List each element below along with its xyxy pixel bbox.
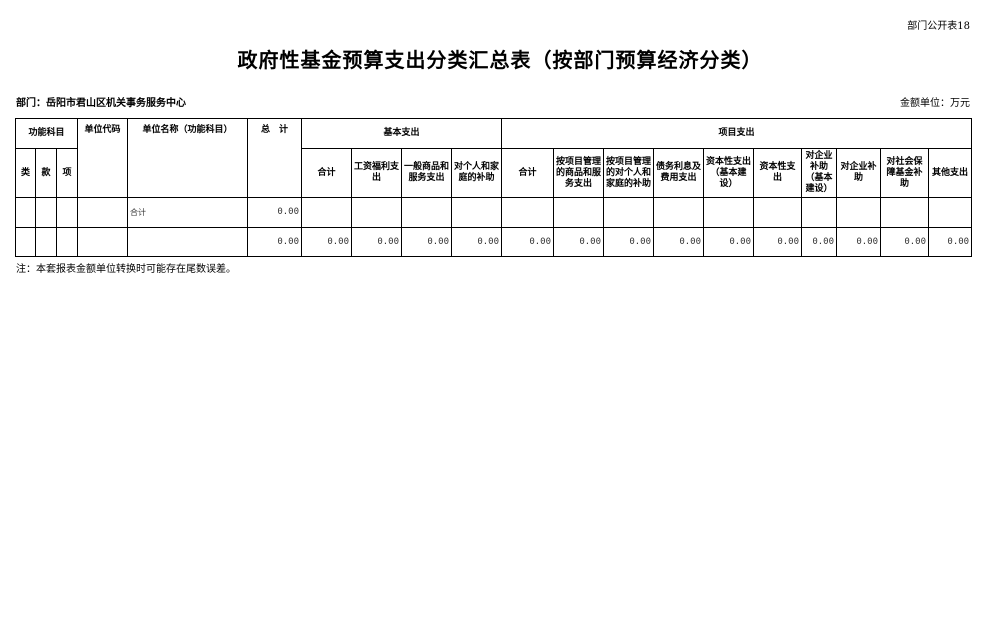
cell: 0.00: [603, 227, 655, 257]
header-unit-name: 单位名称（功能科目）: [127, 118, 248, 198]
cell: [836, 197, 882, 228]
cell: [450, 197, 503, 228]
header-project-col: 按项目管理的商品和服务支出: [553, 148, 605, 198]
cell: [880, 197, 930, 228]
cell: 0.00: [401, 227, 452, 257]
header-project-col: 按项目管理的对个人和家庭的补助: [603, 148, 655, 198]
header-kuan: 款: [35, 148, 57, 198]
header-project-col: 对社会保障基金补助: [880, 148, 930, 198]
footnote: 注：本套报表金额单位转换时可能存在尾数误差。: [16, 264, 236, 275]
cell: [351, 197, 402, 228]
header-project: 项目支出: [501, 118, 973, 149]
cell: 0.00: [836, 227, 882, 257]
header-project-col: 资本性支出: [753, 148, 803, 198]
department-label: 部门：岳阳市君山区机关事务服务中心: [16, 98, 186, 109]
header-basic-col: 合计: [301, 148, 352, 198]
cell: [603, 197, 655, 228]
amount-unit-label: 金额单位：万元: [900, 98, 970, 109]
header-xiang: 项: [56, 148, 78, 198]
cell: 0.00: [450, 227, 503, 257]
header-unit-code: 单位代码: [77, 118, 128, 198]
row-name: 合计: [127, 197, 248, 228]
header-lei: 类: [15, 148, 36, 198]
cell: 0.00: [703, 227, 755, 257]
cell: 0.00: [653, 227, 705, 257]
header-project-col: 债务利息及费用支出: [653, 148, 705, 198]
header-project-col: 对企业补助: [836, 148, 882, 198]
row-name: [127, 227, 248, 257]
row-total: 0.00: [247, 197, 302, 228]
cell: [703, 197, 755, 228]
cell: [928, 197, 973, 228]
budget-table: 功能科目 单位代码 单位名称（功能科目） 总 计 基本支出 项目支出 类 款 项…: [15, 118, 973, 257]
header-project-col: 资本性支出（基本建设）: [703, 148, 755, 198]
table-row: 合计 0.00: [15, 197, 973, 228]
row-total: 0.00: [247, 227, 302, 257]
table-row: 0.00 0.00 0.00 0.00 0.00 0.00 0.00 0.00 …: [15, 227, 973, 257]
cell: [801, 197, 838, 228]
cell: [501, 197, 555, 228]
cell: [401, 197, 452, 228]
page-title: 政府性基金预算支出分类汇总表（按部门预算经济分类）: [237, 48, 763, 72]
header-function-subject: 功能科目: [15, 118, 78, 149]
header-basic: 基本支出: [300, 118, 503, 149]
cell: 0.00: [501, 227, 555, 257]
header-project-col: 对企业补助（基本建设）: [801, 148, 838, 198]
cell: [653, 197, 705, 228]
cell: 0.00: [880, 227, 930, 257]
header-basic-col: 对个人和家庭的补助: [450, 148, 503, 198]
cell: 0.00: [351, 227, 402, 257]
header-basic-col: 工资福利支出: [351, 148, 402, 198]
cell: 0.00: [928, 227, 973, 257]
cell: [301, 197, 352, 228]
cell: [553, 197, 605, 228]
cell: 0.00: [553, 227, 605, 257]
form-code: 部门公开表18: [907, 21, 970, 32]
header-project-col: 合计: [501, 148, 555, 198]
header-total: 总 计: [247, 118, 302, 198]
cell: 0.00: [753, 227, 803, 257]
cell: 0.00: [801, 227, 838, 257]
header-project-col: 其他支出: [928, 148, 973, 198]
cell: 0.00: [301, 227, 352, 257]
cell: [753, 197, 803, 228]
header-basic-col: 一般商品和服务支出: [401, 148, 452, 198]
